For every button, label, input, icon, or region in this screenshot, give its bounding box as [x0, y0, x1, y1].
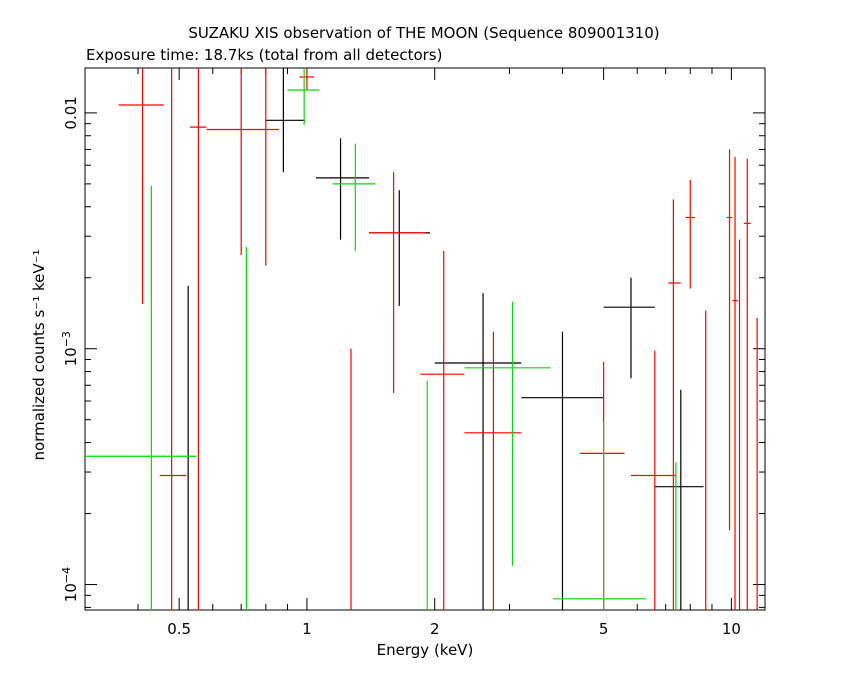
x-axis-label: Energy (keV) [377, 641, 474, 659]
chart-title: SUZAKU XIS observation of THE MOON (Sequ… [188, 24, 659, 42]
plot-frame [84, 67, 766, 611]
x-tick-label: 0.5 [167, 620, 191, 638]
x-tick-label: 5 [599, 620, 609, 638]
x-tick-label: 10 [722, 620, 741, 638]
data-series [187, 68, 704, 610]
y-tick-label: 10−3 [60, 331, 80, 366]
data-series [118, 68, 758, 610]
y-tick-label: 10−4 [60, 567, 80, 602]
axis-ticks [84, 68, 765, 610]
y-axis-label: normalized counts s⁻¹ keV⁻¹ [30, 249, 48, 460]
chart-subtitle: Exposure time: 18.7ks (total from all de… [86, 46, 442, 64]
x-tick-label: 2 [430, 620, 440, 638]
tick-labels: 0.5 1 2 5 10 10−4 10−3 0.01 [60, 96, 741, 638]
data-series [85, 68, 677, 610]
x-tick-label: 1 [302, 620, 312, 638]
data-layer [85, 68, 758, 610]
y-tick-label: 0.01 [62, 96, 80, 129]
